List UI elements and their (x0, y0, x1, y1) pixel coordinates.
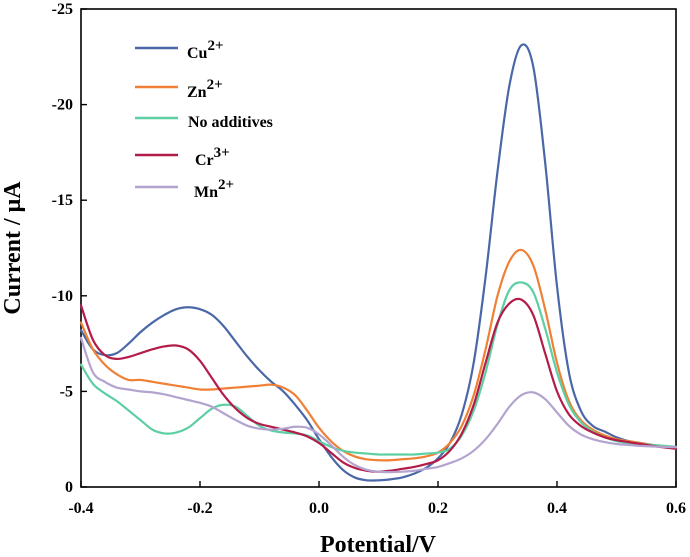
series-line-no-additives (79, 281, 678, 456)
y-tick-label: -25 (52, 1, 73, 18)
legend-label: Zn2+ (187, 77, 223, 101)
legend-label: Cu2+ (187, 38, 224, 62)
y-tick-label: -20 (52, 97, 73, 114)
legend-entry-mn: Mn2+ (135, 177, 234, 201)
y-tick-label: -10 (52, 288, 73, 305)
x-tick-label: 0.0 (309, 500, 329, 517)
x-tick-label: -0.4 (68, 500, 93, 517)
x-axis-label: Potential/V (320, 532, 437, 557)
y-tick-label: -15 (52, 192, 73, 209)
legend-entry-cr: Cr3+ (135, 145, 230, 169)
series-line-zn (79, 248, 678, 462)
series-lines (79, 43, 678, 482)
legend-label: Cr3+ (195, 145, 230, 169)
x-tick-label: 0.4 (547, 500, 567, 517)
series-line-cu (79, 43, 678, 482)
y-axis-label: Current / μA (0, 181, 26, 315)
legend-label: Mn2+ (194, 177, 234, 201)
legend-entry-cu: Cu2+ (135, 38, 224, 62)
x-tick-label: 0.2 (428, 500, 448, 517)
x-tick-label: 0.6 (666, 500, 686, 517)
legend-entry-zn: Zn2+ (135, 77, 223, 101)
legend: Cu2+ Zn2+ No additives Cr3+ Mn2+ (135, 38, 273, 201)
legend-entry-no-additives: No additives (135, 114, 273, 131)
x-axis-ticks: -0.4 -0.2 0.0 0.2 0.4 0.6 (68, 481, 686, 517)
series-line-mn (79, 336, 678, 474)
x-tick-label: -0.2 (187, 500, 212, 517)
y-axis-ticks: 0 -5 -10 -15 -20 -25 (52, 1, 87, 496)
y-tick-label: 0 (65, 479, 73, 496)
y-tick-label: -5 (60, 383, 73, 400)
plot-frame (80, 8, 677, 488)
legend-label: No additives (188, 114, 273, 131)
